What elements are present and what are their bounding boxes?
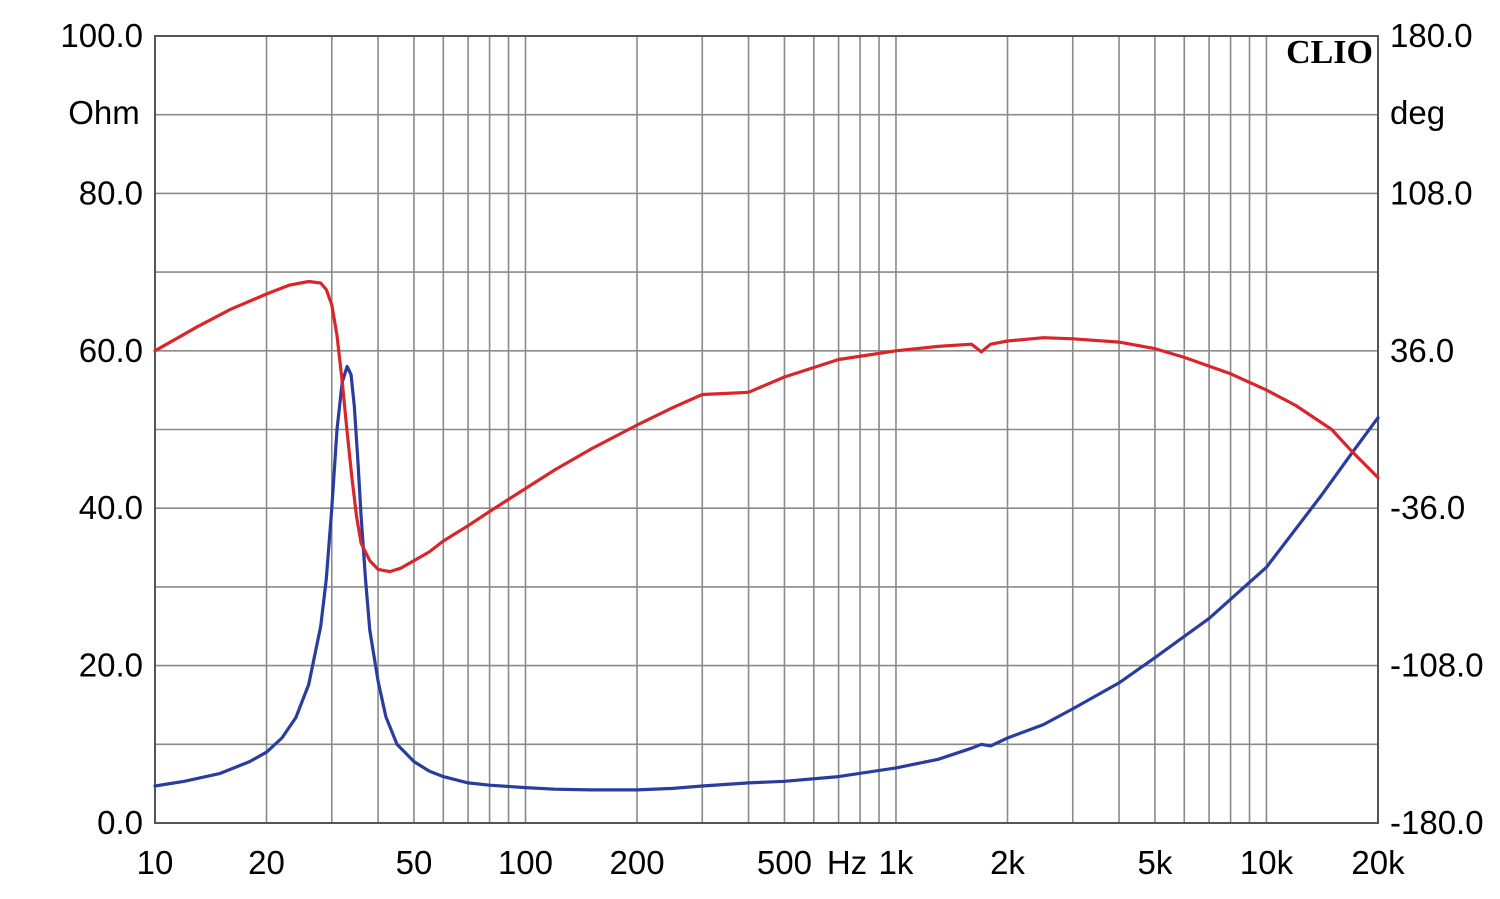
x-axis-unit: Hz: [827, 844, 867, 881]
left-tick-label: 100.0: [60, 17, 143, 54]
left-tick-label: 80.0: [79, 174, 143, 211]
left-tick-label: 40.0: [79, 489, 143, 526]
clio-logo-text: CLIO: [1286, 34, 1373, 71]
x-tick-label: 20: [248, 844, 285, 881]
right-tick-label: -180.0: [1390, 804, 1484, 841]
x-tick-label: 200: [609, 844, 664, 881]
x-tick-label: 50: [396, 844, 433, 881]
right-tick-label: 36.0: [1390, 332, 1454, 369]
x-tick-label: 100: [498, 844, 553, 881]
x-tick-label: 10k: [1240, 844, 1294, 881]
right-tick-label: -36.0: [1390, 489, 1465, 526]
x-tick-label: 20k: [1351, 844, 1405, 881]
x-tick-label: 5k: [1138, 844, 1173, 881]
series-impedance-line: [153, 364, 1380, 792]
grid-major: [155, 113, 1378, 746]
right-tick-label: 108.0: [1390, 174, 1473, 211]
plot-frame: [154, 35, 1379, 824]
left-tick-label: 0.0: [97, 804, 143, 841]
left-axis-unit: Ohm: [68, 94, 140, 131]
x-tick-label: 2k: [990, 844, 1025, 881]
x-tick-label: 500: [757, 844, 812, 881]
right-tick-label: 180.0: [1390, 17, 1473, 54]
series-phase-line: [153, 279, 1380, 574]
curves: [153, 279, 1380, 792]
right-tick-label: -108.0: [1390, 647, 1484, 684]
left-tick-label: 60.0: [79, 332, 143, 369]
x-tick-label: 10: [137, 844, 174, 881]
right-axis-unit: deg: [1390, 94, 1445, 131]
x-axis-labels: 10 20 50 100 200 500 1k 2k 5k 10k 20k: [137, 844, 1405, 881]
left-tick-label: 20.0: [79, 647, 143, 684]
left-axis-labels: 0.0 20.0 40.0 60.0 80.0 100.0: [60, 17, 143, 841]
x-tick-label: 1k: [879, 844, 914, 881]
right-axis-labels: -180.0 -108.0 -36.0 36.0 108.0 180.0: [1390, 17, 1484, 841]
